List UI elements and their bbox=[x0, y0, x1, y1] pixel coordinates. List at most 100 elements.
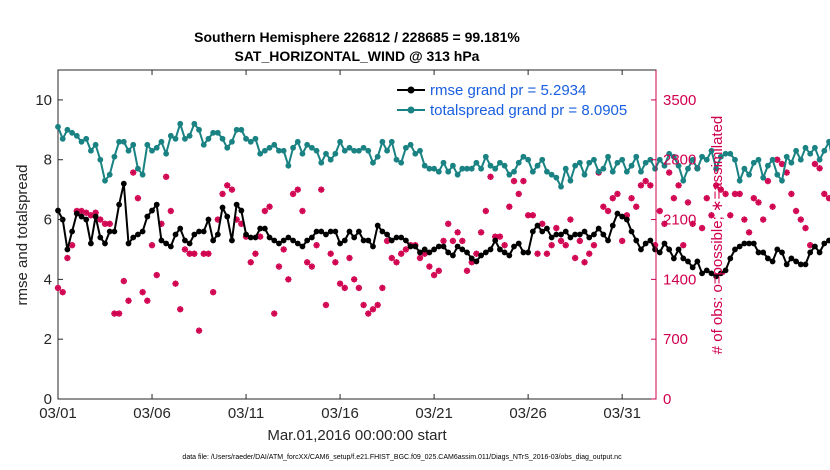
totalspread-point bbox=[445, 168, 452, 175]
totalspread-point bbox=[689, 156, 696, 163]
rmse-point bbox=[172, 231, 179, 238]
totalspread-point bbox=[647, 156, 654, 163]
obs-count-marker bbox=[144, 297, 151, 304]
obs-count-marker bbox=[515, 190, 522, 198]
obs-possible-ring bbox=[454, 229, 461, 236]
obs-possible-ring bbox=[449, 237, 456, 244]
rmse-point bbox=[177, 225, 184, 232]
totalspread-point bbox=[459, 165, 466, 172]
obs-count-marker bbox=[205, 250, 212, 257]
x-tick-label: 03/06 bbox=[133, 405, 171, 422]
rmse-point bbox=[497, 246, 503, 253]
rmse-point bbox=[699, 270, 705, 277]
totalspread-point bbox=[614, 159, 621, 166]
obs-possible-ring bbox=[680, 242, 687, 249]
rmse-point bbox=[294, 240, 301, 247]
obs-possible-ring bbox=[261, 207, 268, 215]
rmse-point bbox=[73, 210, 80, 217]
rmse-point bbox=[614, 210, 621, 217]
y-tick-label: 0 bbox=[44, 391, 52, 408]
obs-possible-ring bbox=[487, 173, 494, 180]
rmse-point bbox=[426, 249, 433, 256]
totalspread-point bbox=[511, 168, 517, 175]
rmse-point bbox=[750, 240, 757, 247]
series-layer bbox=[54, 120, 830, 334]
totalspread-point bbox=[379, 138, 386, 145]
rmse-point bbox=[703, 267, 710, 274]
totalspread-point bbox=[431, 165, 438, 172]
obs-count-marker bbox=[788, 190, 795, 198]
chart-subtitle: SAT_HORIZONTAL_WIND @ 313 hPa bbox=[235, 48, 480, 64]
obs-possible-ring bbox=[736, 190, 743, 197]
rmse-point bbox=[182, 237, 188, 244]
obs-possible-ring bbox=[219, 190, 226, 197]
obs-count-marker bbox=[402, 246, 410, 253]
totalspread-point bbox=[821, 147, 828, 154]
totalspread-point bbox=[158, 138, 165, 145]
rmse-point bbox=[229, 237, 235, 244]
obs-possible-ring bbox=[750, 195, 757, 202]
obs-count-marker bbox=[59, 288, 66, 296]
obs-count-marker bbox=[703, 194, 710, 202]
rmse-point bbox=[440, 243, 447, 250]
obs-count-marker bbox=[64, 254, 71, 262]
totalspread-point bbox=[130, 141, 137, 148]
rmse-point bbox=[435, 243, 442, 250]
obs-count-marker bbox=[393, 259, 400, 266]
obs-possible-ring bbox=[195, 327, 203, 334]
rmse-point bbox=[163, 240, 170, 247]
totalspread-point bbox=[642, 159, 649, 166]
totalspread-point bbox=[266, 144, 273, 151]
rmse-point bbox=[97, 234, 104, 241]
x-tick-label: 03/31 bbox=[603, 405, 641, 422]
rmse-point bbox=[402, 237, 409, 244]
totalspread-point bbox=[186, 132, 193, 139]
obs-count-marker bbox=[482, 207, 490, 215]
totalspread-point bbox=[600, 165, 607, 172]
obs-count-marker bbox=[426, 263, 433, 270]
obs-count-marker bbox=[510, 177, 518, 185]
obs-possible-ring bbox=[797, 216, 804, 223]
obs-count-marker bbox=[557, 237, 565, 245]
obs-count-marker bbox=[675, 182, 682, 189]
totalspread-point bbox=[219, 135, 226, 142]
obs-count-marker bbox=[656, 207, 663, 215]
obs-count-marker bbox=[322, 301, 330, 309]
obs-possible-ring bbox=[346, 254, 353, 262]
obs-count-marker bbox=[374, 301, 381, 309]
obs-possible-ring bbox=[148, 242, 156, 249]
totalspread-point bbox=[172, 135, 179, 142]
totalspread-point bbox=[506, 171, 513, 178]
obs-count-marker bbox=[83, 209, 90, 216]
obs-count-marker bbox=[741, 216, 748, 223]
totalspread-point bbox=[760, 174, 767, 181]
obs-count-marker bbox=[506, 203, 513, 210]
obs-count-marker bbox=[487, 173, 494, 181]
totalspread-point bbox=[788, 159, 795, 166]
rmse-point bbox=[826, 237, 830, 244]
obs-count-marker bbox=[167, 207, 175, 215]
rmse-point bbox=[755, 249, 762, 256]
totalspread-point bbox=[177, 120, 184, 127]
rmse-point bbox=[247, 234, 254, 241]
totalspread-point bbox=[97, 156, 104, 163]
obs-count-marker bbox=[576, 237, 584, 245]
obs-possible-ring bbox=[393, 259, 400, 266]
rmse-point bbox=[238, 207, 245, 214]
obs-possible-ring bbox=[445, 220, 452, 227]
obs-count-marker bbox=[332, 259, 339, 266]
obs-possible-ring bbox=[191, 250, 198, 257]
rmse-point bbox=[69, 228, 76, 235]
rmse-point bbox=[200, 228, 207, 235]
totalspread-point bbox=[468, 165, 475, 172]
totalspread-point bbox=[257, 150, 264, 157]
obs-possible-ring bbox=[553, 225, 560, 232]
totalspread-point bbox=[694, 165, 701, 172]
obs-possible-ring bbox=[746, 229, 753, 236]
rmse-point bbox=[125, 240, 132, 247]
totalspread-point bbox=[200, 141, 207, 148]
rmse-point bbox=[816, 249, 823, 256]
obs-count-marker bbox=[191, 250, 198, 257]
obs-count-marker bbox=[97, 216, 104, 223]
obs-count-marker bbox=[477, 229, 485, 236]
